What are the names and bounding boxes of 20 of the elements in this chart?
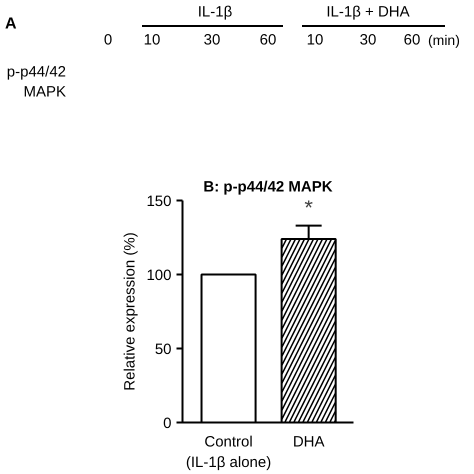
text: 30 <box>360 30 376 50</box>
text: A <box>5 14 17 35</box>
text: 0 <box>104 30 112 50</box>
text: 60 <box>404 30 420 50</box>
y-axis-title: Relative expression (%) <box>121 232 138 391</box>
text: 10 <box>144 30 160 50</box>
text: (min) <box>428 30 460 50</box>
y-tick-label: 0 <box>163 415 172 432</box>
text: IL-1β + DHA <box>326 2 410 22</box>
text: 10 <box>306 30 324 50</box>
x-tick-label: Control (IL-1β alone) <box>186 434 272 471</box>
y-tick-label: 50 <box>154 341 172 358</box>
text: p-p44/42 MAPK <box>6 62 66 102</box>
x-tick-label: DHA <box>292 434 324 450</box>
text: 30 <box>204 30 220 50</box>
y-tick-label: 100 <box>146 267 172 284</box>
chart-title: B: p-p44/42 MAPK <box>203 178 333 196</box>
text: IL-1β <box>198 2 232 22</box>
text: 60 <box>260 30 276 50</box>
y-tick-label: 150 <box>146 193 172 210</box>
